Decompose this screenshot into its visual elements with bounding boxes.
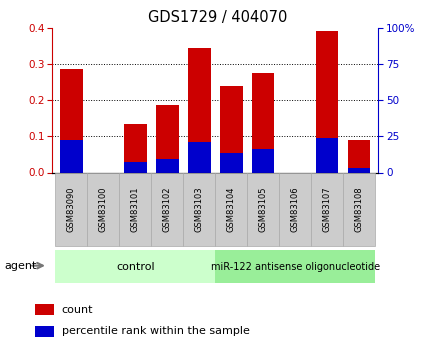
Bar [220, 152, 242, 172]
Bar [156, 106, 178, 172]
Text: GDS1729 / 404070: GDS1729 / 404070 [148, 10, 286, 25]
Text: GSM83103: GSM83103 [194, 187, 204, 233]
Bar [188, 142, 210, 172]
Bar [119, 173, 151, 246]
Text: GSM83107: GSM83107 [322, 187, 331, 233]
Bar [55, 250, 215, 283]
Bar [87, 173, 119, 246]
Bar [342, 173, 375, 246]
Bar [188, 48, 210, 172]
Text: count: count [62, 305, 93, 315]
Bar [183, 173, 215, 246]
Bar [215, 250, 375, 283]
Bar [35, 304, 54, 315]
Bar [252, 149, 274, 172]
Bar [220, 86, 242, 172]
Bar [316, 138, 338, 172]
Text: agent: agent [4, 262, 36, 271]
Bar [279, 173, 311, 246]
Text: miR-122 antisense oligonucleotide: miR-122 antisense oligonucleotide [210, 262, 379, 272]
Bar [347, 140, 370, 172]
Bar [247, 173, 279, 246]
Text: control: control [116, 262, 155, 272]
Text: percentile rank within the sample: percentile rank within the sample [62, 326, 249, 336]
Bar [151, 173, 183, 246]
Bar [347, 168, 370, 172]
Text: GSM83105: GSM83105 [258, 187, 267, 232]
Text: GSM83104: GSM83104 [226, 187, 235, 232]
Bar [311, 173, 342, 246]
Bar [215, 173, 247, 246]
Text: GSM83108: GSM83108 [354, 187, 363, 233]
Bar [55, 173, 87, 246]
Bar [124, 161, 146, 172]
Bar [60, 140, 82, 172]
Text: GSM83106: GSM83106 [290, 187, 299, 233]
Bar [156, 159, 178, 172]
Text: GSM83090: GSM83090 [67, 187, 76, 232]
Text: GSM83102: GSM83102 [162, 187, 171, 232]
Bar [316, 31, 338, 173]
Bar [60, 69, 82, 172]
Bar [35, 326, 54, 337]
Text: GSM83100: GSM83100 [99, 187, 108, 232]
Bar [252, 73, 274, 172]
Bar [124, 124, 146, 172]
Text: GSM83101: GSM83101 [131, 187, 140, 232]
